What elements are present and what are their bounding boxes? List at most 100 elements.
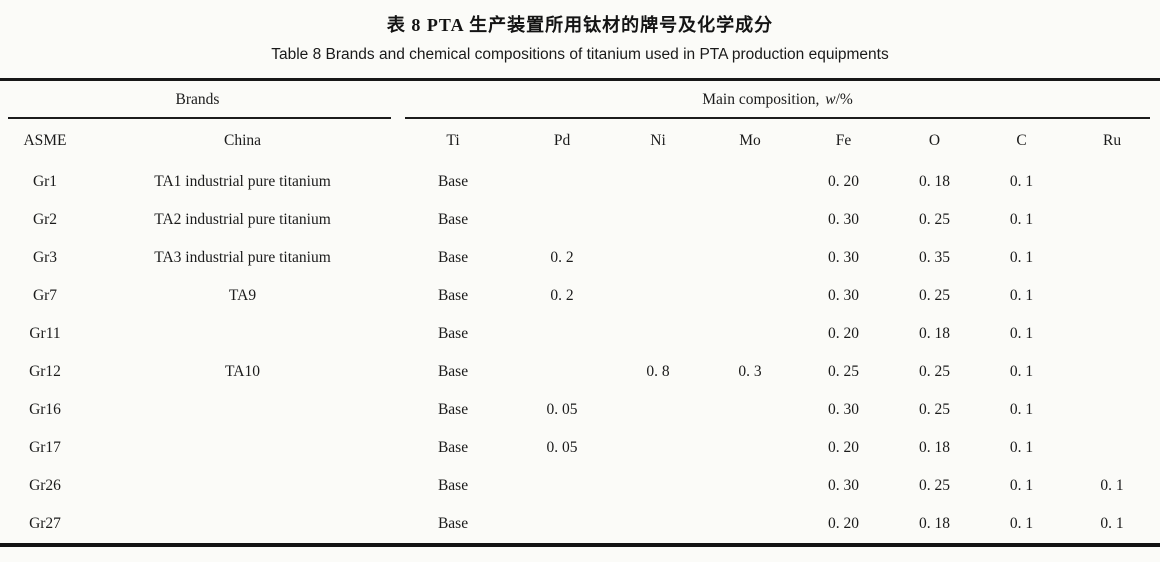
column-header-ni: Ni [650, 132, 666, 149]
cell-ni: 0. 8 [646, 363, 670, 380]
cell-pd [511, 353, 613, 391]
group-header-row: Brands Main composition, w/% [0, 78, 1160, 119]
column-header-o: O [928, 132, 941, 149]
cell-china [90, 391, 395, 429]
cell-ru: 0. 1 [1064, 505, 1160, 547]
cell-mo [703, 505, 798, 547]
cell-c: 0. 1 [1009, 439, 1034, 456]
cell-asme: Gr11 [29, 325, 61, 342]
cell-ti: Base [437, 439, 469, 456]
cell-mo [703, 239, 797, 277]
cell-ti: Base [437, 363, 469, 380]
cell-pd [511, 467, 613, 505]
cell-c: 0. 1 [1009, 401, 1034, 418]
column-header-asme: ASME [23, 132, 67, 149]
table-body: Gr1 TA1 industrial pure titanium Base 0.… [0, 163, 1160, 547]
cell-pd [511, 505, 614, 547]
cell-c: 0. 1 [1009, 363, 1034, 380]
cell-o: 0. 35 [919, 249, 951, 266]
cell-fe: 0. 30 [828, 401, 860, 418]
cell-pd: 0. 05 [546, 439, 578, 456]
column-header-row: ASME China Ti Pd Ni Mo Fe O C Ru [0, 119, 1160, 163]
cell-ti: Base [437, 211, 469, 228]
table-row: Gr12 TA10 Base 0. 8 0. 3 0. 25 0. 25 0. … [0, 353, 1160, 391]
cell-fe: 0. 30 [828, 249, 860, 266]
cell-c: 0. 1 [1009, 325, 1034, 342]
cell-ti: Base [437, 477, 469, 494]
cell-ti: Base [395, 505, 512, 547]
cell-ru [1064, 163, 1160, 201]
cell-ni [613, 315, 703, 353]
cell-ni [613, 391, 703, 429]
main-composition-group-header: Main composition, w/% [395, 78, 1160, 119]
table-row: Gr1 TA1 industrial pure titanium Base 0.… [0, 163, 1160, 201]
cell-asme: Gr3 [32, 249, 58, 266]
cell-fe: 0. 20 [828, 325, 860, 342]
cell-ru [1064, 429, 1160, 467]
cell-o: 0. 25 [919, 401, 951, 418]
cell-ti: Base [437, 287, 469, 304]
cell-fe: 0. 30 [828, 477, 860, 494]
cell-ni [613, 429, 703, 467]
cell-ti: Base [437, 249, 469, 266]
column-header-ru: Ru [1102, 132, 1122, 149]
column-header-c: C [1016, 132, 1027, 149]
table-row: Gr7 TA9 Base 0. 2 0. 30 0. 25 0. 1 [0, 277, 1160, 315]
cell-mo [703, 315, 797, 353]
cell-c: 0. 1 [1009, 173, 1034, 190]
cell-pd [511, 201, 613, 239]
table-row: Gr17 Base 0. 05 0. 20 0. 18 0. 1 [0, 429, 1160, 467]
cell-fe: 0. 20 [828, 173, 860, 190]
cell-ni [613, 163, 703, 201]
table-header: Brands Main composition, w/% ASME China T… [0, 78, 1160, 164]
cell-fe: 0. 20 [828, 439, 860, 456]
cell-asme: Gr2 [32, 211, 58, 228]
cell-asme: Gr16 [29, 401, 61, 418]
cell-c: 0. 1 [1009, 477, 1034, 494]
table-caption-chinese: 表 8 PTA 生产装置所用钛材的牌号及化学成分 [386, 15, 774, 35]
cell-china: TA9 [228, 287, 257, 304]
cell-c: 0. 1 [1009, 249, 1034, 266]
brands-group-label: Brands [175, 91, 220, 108]
table-row: Gr26 Base 0. 30 0. 25 0. 1 0. 1 [0, 467, 1160, 505]
cell-ru: 0. 1 [1100, 477, 1124, 494]
cell-pd: 0. 05 [546, 401, 578, 418]
cell-fe: 0. 20 [797, 505, 891, 547]
brands-group-header: Brands [0, 78, 396, 119]
cell-ru [1064, 315, 1160, 353]
cell-o: 0. 18 [919, 439, 951, 456]
cell-asme: Gr27 [0, 505, 90, 547]
table-row: Gr11 Base 0. 20 0. 18 0. 1 [0, 315, 1160, 353]
table-row: Gr3 TA3 industrial pure titanium Base 0.… [0, 239, 1160, 277]
cell-o: 0. 18 [919, 325, 951, 342]
cell-ni [613, 201, 703, 239]
cell-mo [703, 163, 797, 201]
cell-china [90, 315, 395, 353]
column-header-mo: Mo [739, 132, 761, 149]
column-header-ti: Ti [446, 132, 460, 149]
cell-mo [703, 391, 797, 429]
main-composition-suffix: /% [835, 91, 853, 108]
cell-asme: Gr26 [29, 477, 61, 494]
cell-fe: 0. 30 [828, 287, 860, 304]
cell-ni [613, 277, 703, 315]
cell-fe: 0. 25 [828, 363, 860, 380]
cell-china: TA2 industrial pure titanium [154, 211, 331, 228]
cell-ru [1064, 391, 1160, 429]
cell-o: 0. 25 [919, 363, 951, 380]
cell-china: TA1 industrial pure titanium [154, 173, 331, 190]
cell-china [90, 467, 395, 505]
cell-c: 0. 1 [1009, 211, 1034, 228]
cell-china [90, 429, 395, 467]
cell-o: 0. 25 [919, 287, 951, 304]
cell-ru [1064, 201, 1160, 239]
table-row: Gr2 TA2 industrial pure titanium Base 0.… [0, 201, 1160, 239]
cell-fe: 0. 30 [828, 211, 860, 228]
table-row: Gr16 Base 0. 05 0. 30 0. 25 0. 1 [0, 391, 1160, 429]
cell-c: 0. 1 [1009, 287, 1034, 304]
cell-ti: Base [437, 173, 469, 190]
cell-pd: 0. 2 [550, 287, 574, 304]
cell-mo [703, 429, 797, 467]
cell-o: 0. 25 [919, 211, 951, 228]
cell-pd [511, 163, 613, 201]
